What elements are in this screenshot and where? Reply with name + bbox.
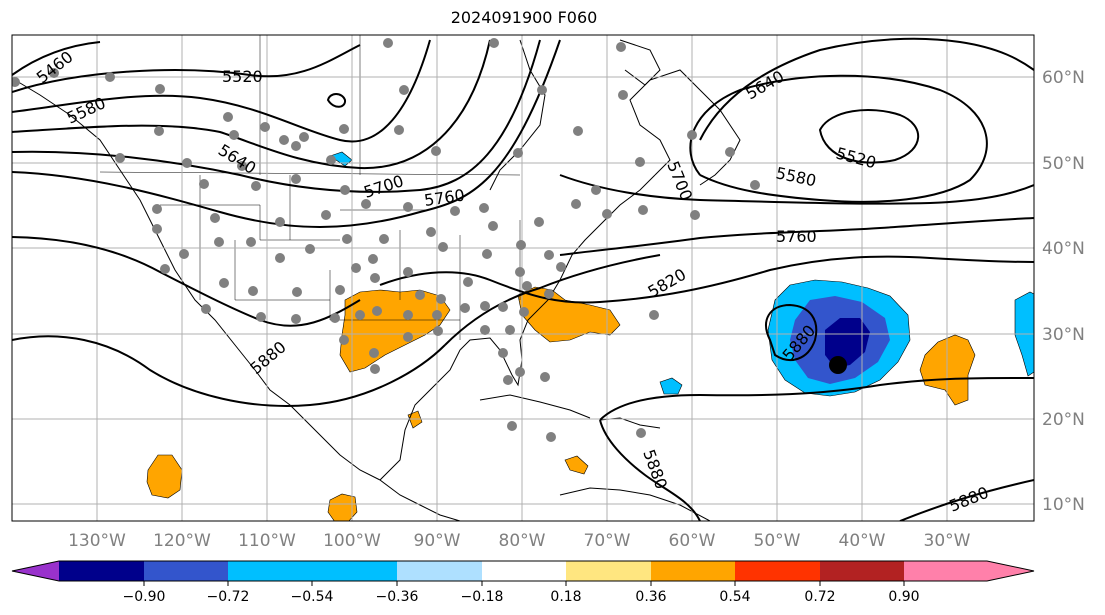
colorbar-segment xyxy=(228,561,312,581)
colorbar-segment xyxy=(144,561,228,581)
colorbar-tick: 0.36 xyxy=(635,589,666,605)
orange-region-caribbean xyxy=(564,455,589,475)
map-title: 2024091900 F060 xyxy=(450,8,598,27)
contour-5760-west xyxy=(12,39,561,228)
orange-region-southeast xyxy=(517,286,621,343)
colorbar-segment xyxy=(312,561,397,581)
colorbar-extend-high xyxy=(987,561,1034,581)
colorbar-tick: 0.18 xyxy=(550,589,581,605)
coastline-gulf-of-mexico xyxy=(379,174,656,481)
contour-5700-east xyxy=(559,174,1034,205)
lat-label: 20°N xyxy=(1042,410,1085,430)
lon-label: 50°W xyxy=(754,531,801,551)
colorbar-tick: −0.72 xyxy=(207,589,250,605)
contour-5820-central xyxy=(379,255,1034,304)
lat-label: 60°N xyxy=(1042,68,1085,88)
colorbar-tick: 0.72 xyxy=(804,589,835,605)
longitude-labels: 130°W 120°W 110°W 100°W 90°W 80°W 70°W 6… xyxy=(68,531,971,551)
colorbar-extend-low xyxy=(12,561,59,581)
contour-small-loop-canada xyxy=(326,93,347,108)
map-background xyxy=(12,35,1034,521)
lat-label: 50°N xyxy=(1042,154,1085,174)
lat-label: 10°N xyxy=(1042,495,1085,515)
coastline-north-america-west xyxy=(14,79,381,481)
colorbar-tick: −0.36 xyxy=(376,589,419,605)
storm-center-marker xyxy=(829,356,847,374)
political-borders xyxy=(99,35,521,340)
orange-region-east-pacific xyxy=(146,454,183,499)
colorbar-segment xyxy=(397,561,482,581)
contour-5880-low xyxy=(765,303,818,361)
lon-label: 60°W xyxy=(669,531,716,551)
colorbar-segment xyxy=(566,561,651,581)
lon-label: 100°W xyxy=(323,531,381,551)
colorbar-segment xyxy=(820,561,904,581)
contour-5880-southeast xyxy=(899,479,1034,521)
dark-blue-region-low xyxy=(825,318,870,368)
lat-label: 40°N xyxy=(1042,239,1085,259)
contour-label: 5760 xyxy=(776,227,817,246)
lon-label: 120°W xyxy=(153,531,211,551)
contour-5820-west xyxy=(12,236,361,327)
contour-5880-central xyxy=(444,254,661,346)
lon-label: 110°W xyxy=(238,531,296,551)
lon-label: 80°W xyxy=(499,531,546,551)
colorbar-segment xyxy=(651,561,735,581)
colorbar-tick: −0.90 xyxy=(123,589,166,605)
contour-5520-east xyxy=(818,109,920,164)
colorbar-segment xyxy=(904,561,987,581)
coastline-canada-east xyxy=(629,69,741,186)
contour-5760-east xyxy=(559,217,1034,256)
contour-5880-south-loop xyxy=(599,419,701,521)
coastline-greenland xyxy=(619,39,661,86)
contour-5580-east xyxy=(689,74,988,203)
coastline-south-america xyxy=(559,487,711,521)
orange-region-southern-plains xyxy=(339,289,451,373)
coastline-central-america xyxy=(379,479,461,521)
lon-label: 70°W xyxy=(584,531,631,551)
contour-5520-north xyxy=(12,44,361,93)
lat-label: 30°N xyxy=(1042,325,1085,345)
contour-5640 xyxy=(12,39,491,170)
coastline-cuba xyxy=(479,394,591,419)
colorbar-segment xyxy=(482,561,566,581)
lon-label: 130°W xyxy=(68,531,126,551)
colorbar-segment xyxy=(59,561,144,581)
contour-5460 xyxy=(12,41,101,76)
contour-5880-east xyxy=(599,376,1034,421)
coastlines xyxy=(14,39,741,521)
colorbar-tick: −0.54 xyxy=(291,589,334,605)
contour-5580 xyxy=(12,39,431,143)
contour-label: 5520 xyxy=(222,67,263,86)
cyan-region-gulf-stream xyxy=(659,377,683,395)
colorbar-segment xyxy=(735,561,820,581)
colorbar-tick: 0.90 xyxy=(888,589,919,605)
colorbar-tick: −0.18 xyxy=(461,589,504,605)
lon-label: 90°W xyxy=(414,531,461,551)
map-frame xyxy=(11,34,1035,522)
latitude-labels: 60°N 50°N 40°N 30°N 20°N 10°N xyxy=(1042,68,1085,515)
height-contours xyxy=(12,37,1034,521)
lon-label: 40°W xyxy=(839,531,886,551)
station-markers xyxy=(12,38,760,442)
contour-5640-east xyxy=(699,37,1034,141)
colorbar-tick: 0.54 xyxy=(719,589,750,605)
colorbar: −0.90 −0.72 −0.54 −0.36 −0.18 0.18 0.36 … xyxy=(11,560,1035,605)
lon-label: 30°W xyxy=(924,531,971,551)
contour-5880-west xyxy=(12,335,446,407)
